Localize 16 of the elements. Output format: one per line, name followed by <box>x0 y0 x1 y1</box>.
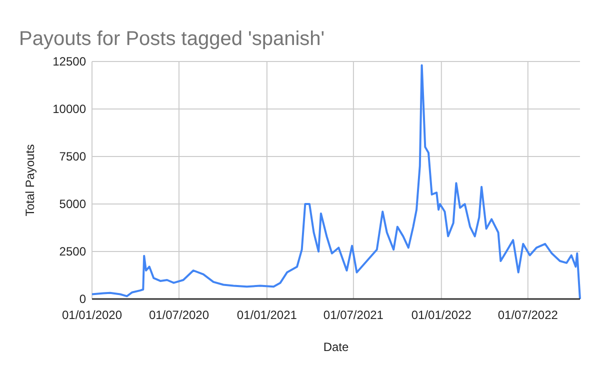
x-tick-label: 01/01/2022 <box>411 308 472 322</box>
line-series <box>91 64 581 300</box>
x-tick-label: 01/07/2022 <box>498 308 558 322</box>
y-axis-title: Total Payouts <box>23 144 37 216</box>
x-axis-title: Date <box>323 340 349 354</box>
y-tick-label: 5000 <box>59 197 86 211</box>
y-tick-label: 12500 <box>52 54 86 68</box>
y-tick-label: 7500 <box>59 150 86 164</box>
x-tick-label: 01/01/2021 <box>236 308 298 322</box>
x-tick-label: 01/07/2021 <box>323 308 384 322</box>
y-tick-label: 10000 <box>52 102 86 116</box>
chart-title: Payouts for Posts tagged 'spanish' <box>19 28 325 50</box>
x-tick-label: 01/01/2020 <box>62 308 122 322</box>
y-tick-label: 2500 <box>59 244 86 258</box>
y-tick-label: 0 <box>79 292 86 306</box>
x-tick-label: 01/07/2020 <box>148 308 210 322</box>
